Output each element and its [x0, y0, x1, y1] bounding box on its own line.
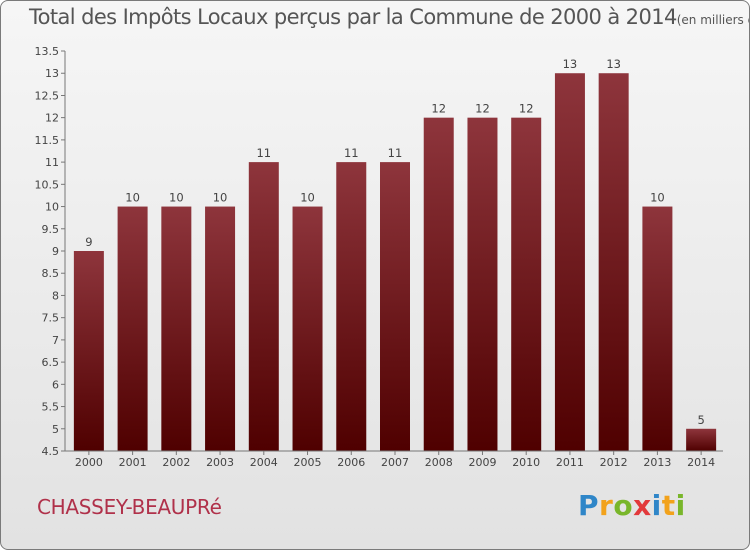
bar-value-label: 10 — [650, 191, 665, 205]
bar — [423, 117, 454, 452]
logo-letter: P — [578, 489, 600, 522]
chart-title: Total des Impôts Locaux perçus par la Co… — [29, 5, 749, 29]
y-tick-label: 4.5 — [42, 445, 60, 458]
bar — [598, 73, 629, 451]
y-tick-label: 5.5 — [42, 401, 60, 414]
bar — [554, 73, 585, 451]
y-tick-label: 8 — [52, 289, 59, 302]
bar-value-label: 9 — [85, 235, 92, 249]
y-tick-label: 8.5 — [42, 267, 60, 280]
x-tick-label: 2003 — [206, 456, 234, 469]
bar-value-label: 10 — [300, 191, 315, 205]
x-tick-label: 2002 — [162, 456, 190, 469]
y-axis: 4.5 5 5.5 6 6.5 7 7.5 8 8.5 9 9.5 10 10.5 11 11.5 12 12.… — [35, 45, 66, 458]
x-tick-label: 2001 — [119, 456, 147, 469]
bar — [380, 162, 410, 451]
proxiti-logo: Proxiti — [578, 489, 686, 522]
bar — [248, 162, 279, 451]
logo-letter: t — [661, 489, 676, 522]
bar-value-label: 11 — [344, 146, 359, 160]
bar-value-label: 12 — [475, 102, 490, 116]
bar — [642, 206, 673, 451]
y-tick-label: 9 — [52, 245, 59, 258]
title-text: Total des Impôts Locaux perçus par la Co… — [29, 5, 677, 29]
y-tick-label: 7 — [52, 334, 59, 347]
logo-letter: x — [633, 489, 652, 522]
bar-value-label: 10 — [169, 191, 184, 205]
bars-group: 9 10 10 10 11 10 11 11 12 12 12 13 13 10 5 — [73, 57, 717, 452]
x-tick-label: 2006 — [337, 456, 365, 469]
bar-chart: 4.5 5 5.5 6 6.5 7 7.5 8 8.5 9 9.5 10 10.5 11 11.5 12 12.… — [35, 45, 723, 469]
y-tick-label: 12 — [45, 112, 59, 125]
logo-letter: i — [675, 489, 686, 522]
x-tick-label: 2010 — [512, 456, 540, 469]
y-tick-label: 6 — [52, 378, 59, 391]
x-tick-label: 2012 — [600, 456, 628, 469]
bar — [73, 251, 104, 451]
bar-value-label: 13 — [606, 57, 621, 71]
y-tick-label: 11 — [45, 156, 59, 169]
bar — [161, 206, 192, 451]
y-tick-label: 12.5 — [35, 89, 60, 102]
x-tick-label: 2005 — [294, 456, 322, 469]
x-tick-label: 2008 — [425, 456, 453, 469]
y-tick-label: 13 — [45, 67, 59, 80]
bar — [292, 206, 323, 451]
x-axis: 2000 2001 2002 2003 2004 2005 2006 2007 2008 2009… — [65, 450, 723, 469]
y-tick-label: 10 — [45, 201, 59, 214]
bar — [511, 117, 542, 452]
bar-value-label: 10 — [125, 191, 140, 205]
bar-value-label: 11 — [256, 146, 271, 160]
bar — [686, 428, 717, 451]
y-tick-label: 13.5 — [35, 45, 60, 58]
bar-value-label: 5 — [697, 413, 704, 427]
bar-value-label: 12 — [519, 102, 534, 116]
bar — [205, 206, 236, 451]
x-tick-label: 2009 — [468, 456, 496, 469]
y-tick-label: 7.5 — [42, 312, 60, 325]
y-tick-label: 5 — [52, 423, 59, 436]
y-tick-label: 11.5 — [35, 134, 60, 147]
bar-value-label: 12 — [431, 102, 446, 116]
x-tick-label: 2013 — [643, 456, 671, 469]
y-tick-label: 10.5 — [35, 178, 60, 191]
logo-letter: o — [613, 489, 634, 522]
logo-letter: i — [651, 489, 662, 522]
logo-letter: r — [599, 489, 614, 522]
x-tick-label: 2000 — [75, 456, 103, 469]
x-tick-label: 2004 — [250, 456, 278, 469]
bar — [117, 206, 148, 451]
y-tick-label: 6.5 — [42, 356, 60, 369]
commune-name: CHASSEY-BEAUPRé — [37, 495, 222, 519]
title-unit: (en milliers d'€) — [676, 13, 749, 27]
bar — [336, 162, 367, 451]
bar-value-label: 13 — [563, 57, 578, 71]
bar-value-label: 10 — [213, 191, 228, 205]
bar-value-label: 11 — [388, 146, 403, 160]
x-tick-label: 2014 — [687, 456, 715, 469]
x-tick-label: 2007 — [381, 456, 409, 469]
bar — [467, 117, 498, 452]
x-tick-label: 2011 — [556, 456, 584, 469]
y-tick-label: 9.5 — [42, 223, 60, 236]
